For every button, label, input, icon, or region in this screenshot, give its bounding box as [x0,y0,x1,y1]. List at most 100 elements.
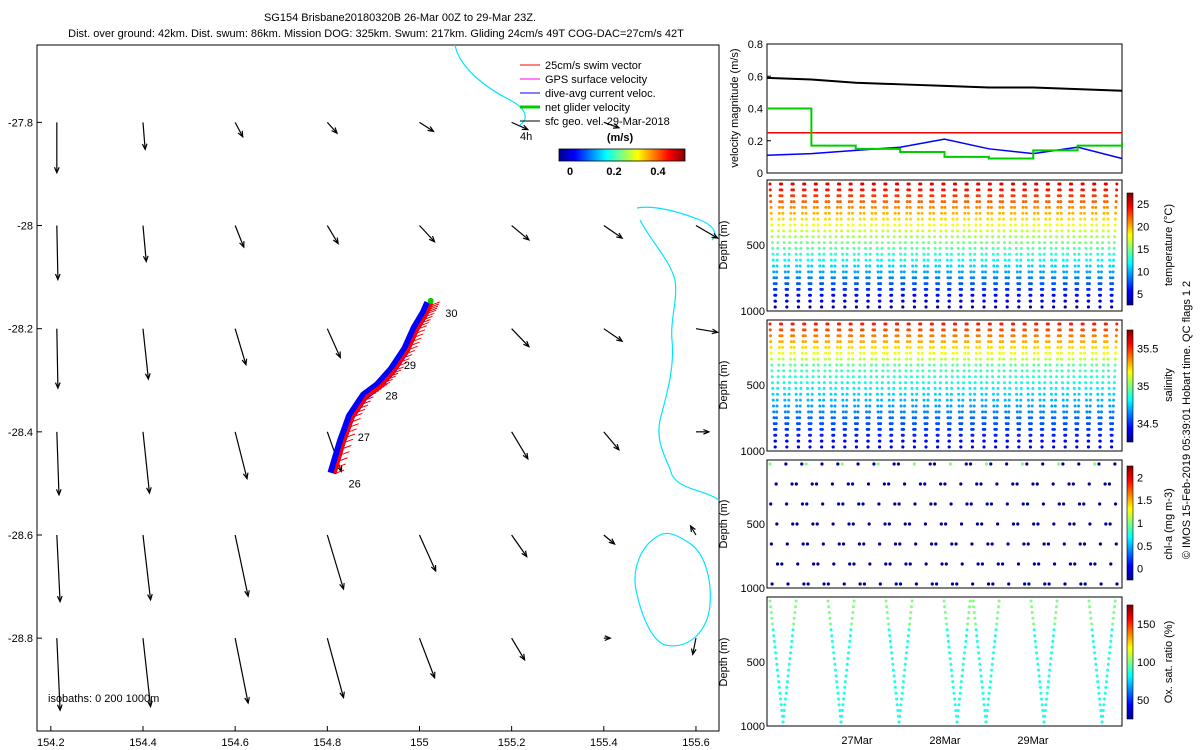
profile-point [1055,363,1059,367]
profile-point [936,293,940,297]
colorbar-tick-label: 34.5 [1137,418,1158,430]
profile-point [1093,651,1097,655]
profile-point [791,188,795,192]
day-label: 30 [445,308,457,320]
profile-point [869,386,873,390]
colorbar-tick-label: 2 [1137,472,1143,484]
profile-point [901,680,905,684]
profile-point [841,398,845,402]
profile-point [863,229,867,233]
profile-point [799,235,803,239]
profile-point [980,392,984,396]
profile-point [1009,205,1013,209]
profile-point [1085,264,1089,268]
profile-point [846,223,850,227]
profile-point [1037,363,1041,367]
profile-point [818,416,822,420]
profile-point [972,605,976,609]
dac-band [327,301,433,475]
profile-point [1105,194,1109,198]
profile-point [994,299,998,303]
profile-point [899,410,903,414]
profile-point [1020,369,1024,373]
glider-track [327,297,440,475]
profile-point [1064,276,1068,280]
profile-point [971,433,975,437]
swim-vector [362,400,371,405]
profile-point [1108,651,1112,655]
profile-point [1055,599,1059,603]
profile-point [1077,246,1081,250]
profile-point [1104,680,1108,684]
profile-point [835,205,839,209]
profile-point [878,542,882,546]
profile-point [815,194,819,198]
profile-point [817,381,821,385]
profile-point [886,241,890,245]
profile-point [771,258,775,262]
profile-point [861,334,865,338]
sfc-vector [234,431,248,479]
profile-point [829,246,833,250]
profile-point [772,634,776,638]
profile-point [1070,194,1074,198]
profile-point [1111,282,1115,286]
profile-point [1093,462,1097,466]
profile-point [956,708,960,712]
profile-point [800,462,804,466]
profile-point [880,258,884,262]
profile-point [974,369,978,373]
profile-point [852,258,856,262]
colorbar-tick-label: 100 [1137,657,1155,669]
profile-point [834,235,838,239]
sfc-vector-head [430,564,437,573]
oxygen-axes-box [766,596,1123,727]
profile-point [852,246,856,250]
profile-point [936,287,940,291]
profile-point [1035,322,1039,326]
profile-point [878,287,882,291]
profile-point [913,427,917,431]
profile-point [1046,680,1050,684]
profile-point [1104,182,1108,186]
profile-point [1015,410,1019,414]
profile-point [840,381,844,385]
profile-point [898,369,902,373]
profile-point [792,345,796,349]
profile-point [948,462,952,466]
sfc-vector [142,638,152,707]
profile-point [821,270,825,274]
profile-point [843,445,847,449]
chla-colorbar-ticks: 00.511.52 [1137,472,1152,575]
profile-point [1075,293,1079,297]
profile-point [781,363,785,367]
profile-point [1009,217,1013,221]
profile-point [950,369,954,373]
profile-point [1091,634,1095,638]
profile-point [995,622,999,626]
profile-point [863,223,867,227]
profile-point [945,252,949,256]
profile-point [989,674,993,678]
profile-point [1115,322,1119,326]
profile-point [1036,200,1040,204]
profile-point [982,697,986,701]
profile-point [821,422,825,426]
profile-point [773,439,777,443]
profile-point [985,381,989,385]
profile-point [882,211,886,215]
profile-point [927,381,931,385]
profile-point [934,264,938,268]
profile-point [874,369,878,373]
profile-point [921,229,925,233]
profile-point [846,482,850,486]
profile-point [904,223,908,227]
profile-point [1018,410,1022,414]
profile-point [1084,381,1088,385]
profile-point [968,462,973,466]
profile-point [818,276,822,280]
profile-point [775,398,779,402]
profile-point [879,404,883,408]
profile-point [782,246,786,250]
profile-point [1018,270,1022,274]
